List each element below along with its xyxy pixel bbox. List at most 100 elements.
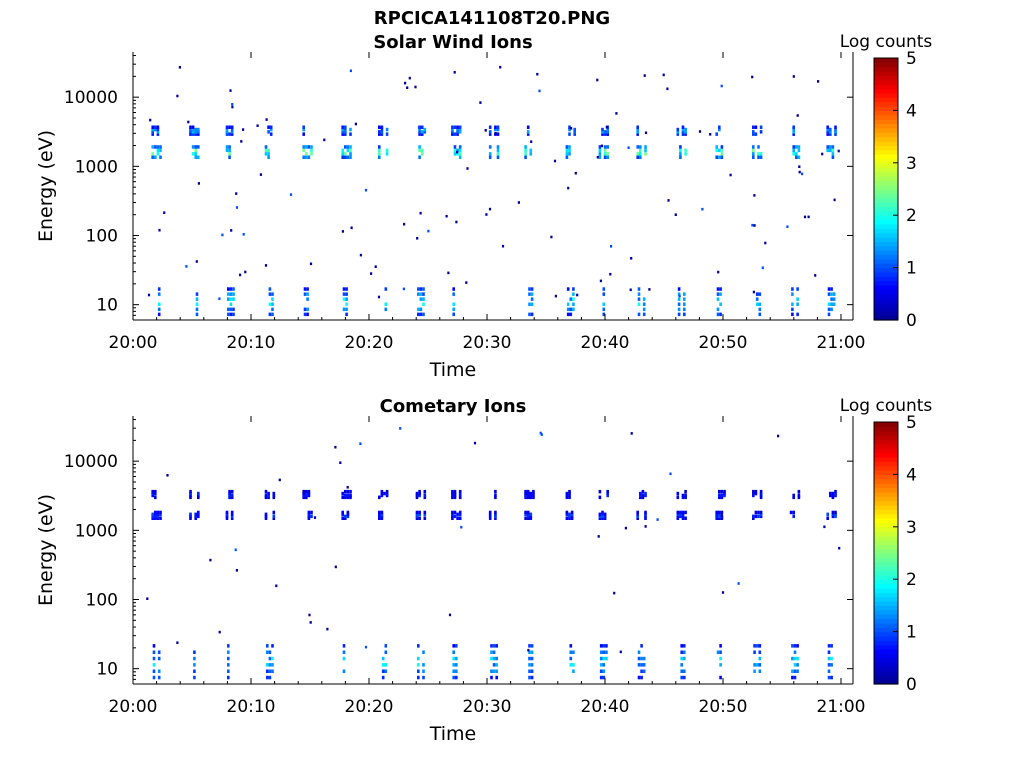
heatmap-cell <box>599 279 602 283</box>
heatmap-cell <box>306 292 309 296</box>
heatmap-cell <box>532 495 535 500</box>
heatmap-cell <box>189 489 192 494</box>
colorbar-swatch <box>874 504 898 510</box>
heatmap-cell <box>154 491 157 496</box>
heatmap-cell <box>681 493 685 498</box>
colorbar-tick-label: 3 <box>906 518 917 538</box>
heatmap-cell <box>573 132 576 136</box>
heatmap-cell <box>154 510 157 515</box>
heatmap-cell <box>380 491 384 496</box>
heatmap-cell <box>418 516 421 520</box>
heatmap-cell <box>451 130 454 134</box>
heatmap-cell <box>529 493 533 498</box>
heatmap-cell <box>759 493 763 498</box>
heatmap-cell <box>346 514 350 519</box>
heatmap-cell <box>494 132 497 135</box>
heatmap-cell <box>834 491 837 496</box>
heatmap-cell <box>494 127 497 132</box>
heatmap-cell <box>455 675 458 680</box>
heatmap-cell <box>378 152 381 156</box>
heatmap-cell <box>752 152 755 156</box>
heatmap-cell <box>681 125 685 129</box>
heatmap-cell <box>272 495 276 500</box>
heatmap-cell <box>492 644 496 648</box>
heatmap-cell <box>827 663 831 667</box>
heatmap-cell <box>598 516 602 520</box>
heatmap-cell <box>602 312 606 317</box>
heatmap-cell <box>267 495 270 500</box>
heatmap-cell <box>384 669 388 673</box>
heatmap-cell <box>526 516 530 520</box>
heatmap-cell <box>752 514 755 519</box>
colorbar-swatch <box>874 644 898 650</box>
heatmap-cell <box>569 312 573 317</box>
heatmap-cell <box>530 644 534 648</box>
heatmap-cell <box>408 76 411 80</box>
heatmap-cell <box>346 145 350 149</box>
heatmap-cell <box>528 644 531 648</box>
heatmap-cell <box>417 126 421 129</box>
heatmap-cell <box>154 516 157 520</box>
heatmap-cell <box>378 516 381 520</box>
heatmap-cell <box>342 650 346 654</box>
heatmap-cell <box>345 307 348 312</box>
heatmap-cell <box>831 512 835 517</box>
heatmap-cell <box>718 514 721 519</box>
heatmap-cell <box>683 292 686 296</box>
colorbar-swatch <box>874 522 898 528</box>
heatmap-cell <box>826 132 829 136</box>
heatmap-cell <box>166 474 169 477</box>
heatmap-cell <box>832 292 836 296</box>
heatmap-cell <box>683 307 686 312</box>
heatmap-cell <box>158 228 161 232</box>
heatmap-cell <box>308 613 311 617</box>
heatmap-cell <box>264 148 268 153</box>
heatmap-cell <box>344 516 347 520</box>
heatmap-cell <box>532 491 535 496</box>
colorbar-swatch <box>874 487 898 493</box>
heatmap-cell <box>827 287 831 291</box>
heatmap-cell <box>342 292 346 296</box>
x-tick-label: 20:30 <box>463 333 512 353</box>
heatmap-cell <box>264 516 268 520</box>
heatmap-cell <box>488 152 492 156</box>
heatmap-cell <box>827 650 831 654</box>
heatmap-cell <box>715 132 718 136</box>
heatmap-cell <box>832 302 836 306</box>
heatmap-cell <box>156 510 160 515</box>
colorbar-swatch <box>874 127 898 133</box>
heatmap-cell <box>349 145 352 149</box>
x-tick-label: 20:10 <box>227 697 276 717</box>
heatmap-cell <box>630 257 633 260</box>
heatmap-cell <box>191 125 195 129</box>
heatmap-cell <box>792 132 795 136</box>
heatmap-cell <box>189 495 192 500</box>
heatmap-cell <box>526 132 530 136</box>
x-axis-label: Time <box>429 359 477 381</box>
heatmap-cell <box>606 145 609 149</box>
heatmap-cell <box>753 669 756 673</box>
heatmap-cell <box>759 510 763 515</box>
heatmap-cell <box>834 127 837 132</box>
heatmap-cell <box>420 132 424 136</box>
heatmap-cell <box>229 312 233 317</box>
heatmap-cell <box>757 145 760 149</box>
colorbar-swatch <box>874 653 898 659</box>
colorbar-swatch <box>874 535 898 541</box>
heatmap-cell <box>229 307 233 312</box>
heatmap-cell <box>227 644 230 648</box>
heatmap-cell <box>797 489 801 494</box>
heatmap-cell <box>151 491 154 496</box>
heatmap-cell <box>529 152 533 156</box>
colorbar-swatch <box>874 184 898 190</box>
colorbar-swatch <box>874 289 898 295</box>
heatmap-cell <box>797 148 801 153</box>
heatmap-cell <box>422 302 425 306</box>
heatmap-cell <box>599 675 603 680</box>
heatmap-cell <box>189 491 192 496</box>
colorbar-swatch <box>874 587 898 593</box>
colorbar-swatch <box>874 193 898 199</box>
heatmap-cell <box>458 491 462 496</box>
heatmap-cell <box>526 495 530 500</box>
heatmap-cell <box>349 155 352 159</box>
